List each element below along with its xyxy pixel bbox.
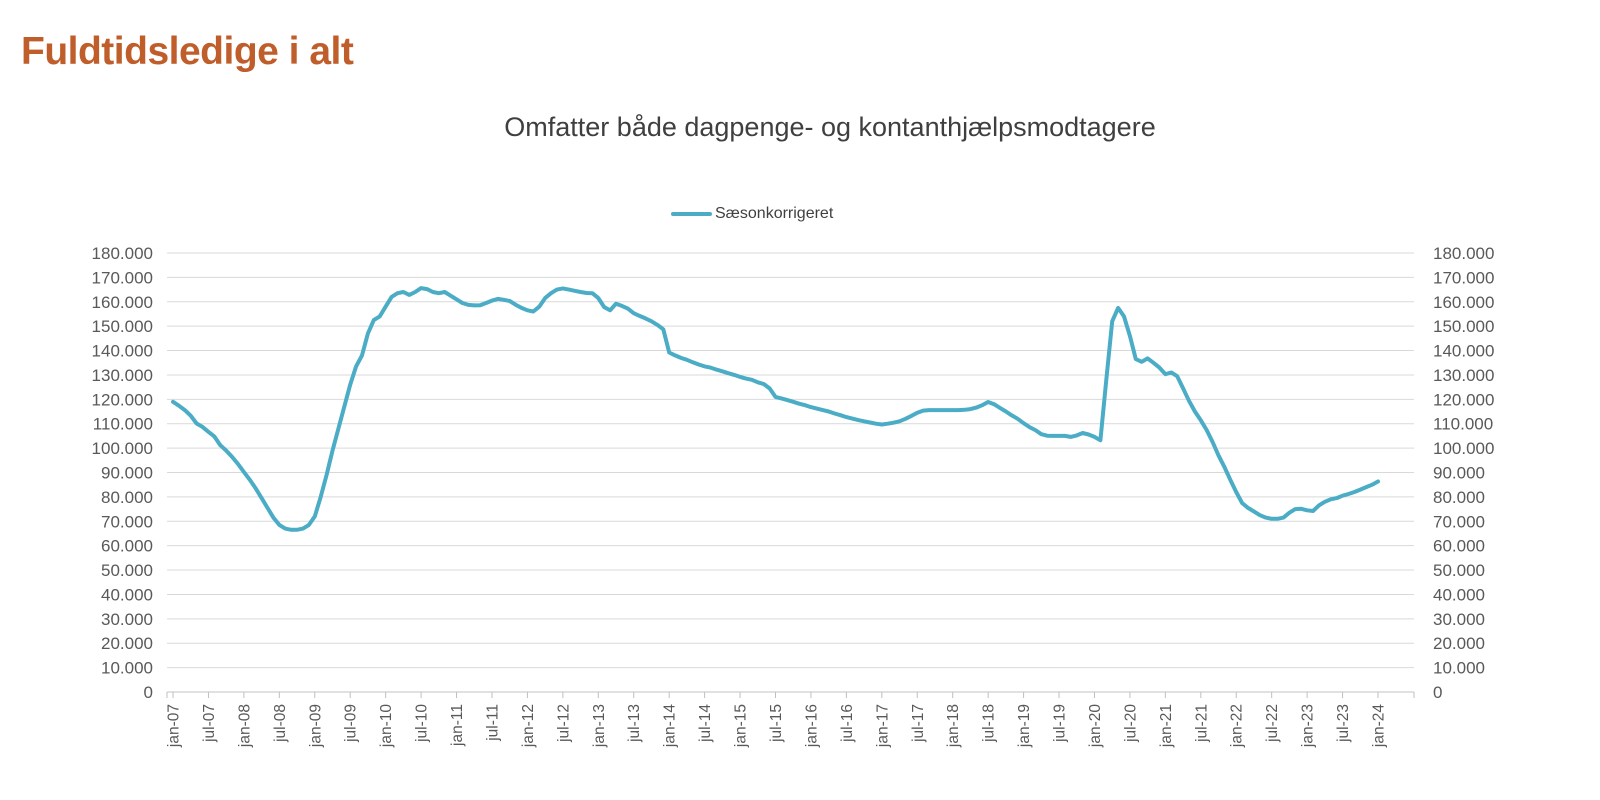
y-axis-label-right: 140.000: [1433, 342, 1494, 361]
y-axis-label-left: 30.000: [101, 610, 153, 629]
x-axis-label: jan-22: [1229, 704, 1246, 748]
legend-line-swatch-icon: [671, 211, 712, 216]
y-axis-label-left: 20.000: [101, 634, 153, 653]
x-axis-label: jan-24: [1371, 704, 1388, 748]
y-axis-label-left: 180.000: [92, 244, 153, 263]
x-axis-label: jul-13: [626, 704, 643, 743]
x-axis-label: jan-08: [236, 704, 253, 748]
x-axis-label: jan-16: [803, 704, 820, 748]
x-axis-label: jan-13: [591, 704, 608, 748]
x-axis-label: jul-20: [1122, 704, 1139, 743]
y-axis-label-left: 110.000: [93, 415, 153, 434]
x-axis-label: jan-10: [378, 704, 395, 748]
y-axis-label-left: 150.000: [92, 317, 153, 336]
y-axis-label-left: 100.000: [92, 439, 153, 458]
x-axis-label: jan-11: [449, 704, 466, 747]
y-axis-label-left: 120.000: [92, 390, 153, 409]
x-axis-label: jul-07: [201, 704, 218, 743]
y-axis-label-right: 80.000: [1433, 488, 1485, 507]
y-axis-label-right: 150.000: [1433, 317, 1494, 336]
x-axis-label: jan-17: [874, 704, 891, 748]
x-axis-label: jul-22: [1264, 704, 1281, 743]
y-axis-label-left: 130.000: [92, 366, 153, 385]
chart-legend[interactable]: Sæsonkorrigeret: [671, 204, 833, 223]
y-axis-label-right: 90.000: [1433, 464, 1485, 483]
x-axis-label: jul-14: [697, 704, 714, 743]
y-axis-label-right: 40.000: [1433, 585, 1485, 604]
y-axis-label-left: 90.000: [101, 464, 153, 483]
y-axis-label-right: 120.000: [1433, 390, 1494, 409]
x-axis-label: jan-18: [945, 704, 962, 748]
x-axis-label: jan-19: [1016, 704, 1033, 748]
y-axis-label-left: 80.000: [101, 488, 153, 507]
x-axis-label: jul-12: [555, 704, 572, 743]
x-axis-label: jul-09: [343, 704, 360, 743]
y-axis-label-right: 180.000: [1433, 244, 1494, 263]
y-axis-label-left: 60.000: [101, 537, 153, 556]
x-axis-label: jul-18: [981, 704, 998, 743]
x-axis-label: jan-12: [520, 704, 537, 748]
legend-series-label: Sæsonkorrigeret: [715, 204, 834, 222]
x-axis-label: jan-14: [662, 704, 679, 748]
y-axis-label-right: 20.000: [1433, 634, 1485, 653]
y-axis-label-right: 70.000: [1433, 512, 1485, 531]
x-axis-label: jan-21: [1158, 704, 1175, 748]
y-axis-label-right: 160.000: [1433, 293, 1494, 312]
x-axis-label: jul-11: [484, 704, 501, 742]
x-axis-label: jul-19: [1052, 704, 1069, 743]
y-axis-label-left: 70.000: [101, 512, 153, 531]
y-axis-label-left: 40.000: [101, 585, 153, 604]
x-axis-label: jan-07: [166, 704, 183, 748]
x-axis-label: jul-17: [910, 704, 927, 743]
y-axis-label-left: 140.000: [92, 342, 153, 361]
x-axis-label: jan-15: [733, 704, 750, 748]
y-axis-label-right: 110.000: [1433, 415, 1493, 434]
x-axis-label: jul-15: [768, 704, 785, 743]
y-axis-label-right: 50.000: [1433, 561, 1485, 580]
y-axis-label-left: 160.000: [92, 293, 153, 312]
y-axis-label-left: 10.000: [101, 659, 153, 678]
x-axis-label: jul-23: [1335, 704, 1352, 743]
y-axis-label-right: 60.000: [1433, 537, 1485, 556]
x-axis-label: jul-21: [1193, 704, 1210, 743]
y-axis-label-right: 100.000: [1433, 439, 1494, 458]
x-axis-label: jan-23: [1300, 704, 1317, 748]
y-axis-label-left: 0: [144, 683, 153, 702]
x-axis-label: jan-20: [1087, 704, 1104, 748]
y-axis-label-right: 130.000: [1433, 366, 1494, 385]
y-axis-label-right: 10.000: [1433, 659, 1485, 678]
x-axis-label: jul-16: [839, 704, 856, 743]
y-axis-label-right: 30.000: [1433, 610, 1485, 629]
chart-subtitle: Omfatter både dagpenge- og kontanthjælps…: [504, 112, 1156, 142]
y-axis-label-left: 50.000: [101, 561, 153, 580]
x-axis-label: jul-08: [272, 704, 289, 743]
series-line-saesonkorrigeret: [171, 286, 1380, 532]
x-axis-label: jan-09: [307, 704, 324, 748]
y-axis-label-left: 170.000: [92, 268, 153, 287]
page-title: Fuldtidsledige i alt: [21, 30, 354, 73]
x-axis-label: jul-10: [414, 704, 431, 743]
y-axis-label-right: 0: [1433, 683, 1442, 702]
y-axis-label-right: 170.000: [1433, 268, 1494, 287]
